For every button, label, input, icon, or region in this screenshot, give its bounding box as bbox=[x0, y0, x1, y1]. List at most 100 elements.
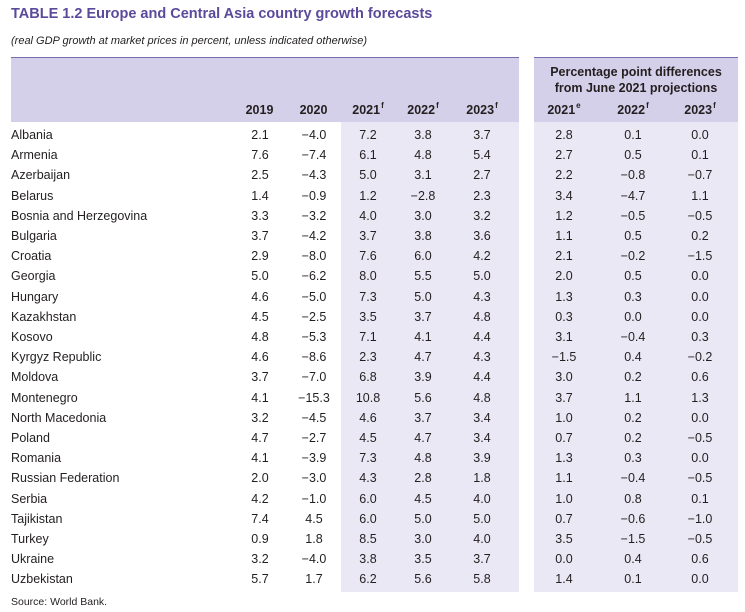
table-cell: 3.7 bbox=[555, 390, 573, 405]
table-cell: 0.2 bbox=[624, 431, 642, 445]
table-cell: 2.1 bbox=[555, 249, 573, 264]
table-title-text: Europe and Central Asia country growth f… bbox=[86, 6, 433, 22]
table-cell: 4.8 bbox=[251, 330, 269, 344]
table-cell: 0.0 bbox=[691, 289, 709, 304]
table-cell: 7.3 bbox=[359, 451, 377, 466]
table-cell: 1.1 bbox=[691, 188, 709, 203]
table-cell: 3.5 bbox=[414, 552, 432, 567]
table-cell: 0.0 bbox=[691, 451, 709, 466]
table-cell: 0.1 bbox=[691, 148, 709, 163]
table-cell: −3.0 bbox=[301, 471, 327, 486]
table-cell: 0.0 bbox=[691, 410, 709, 425]
table-cell: 4.0 bbox=[359, 208, 377, 223]
table-cell: 1.4 bbox=[251, 188, 269, 203]
differences-title: Percentage point differences from June 2… bbox=[540, 64, 732, 96]
table-cell: 4.5 bbox=[251, 309, 269, 324]
table-title: TABLE 1.2 Europe and Central Asia country… bbox=[11, 6, 432, 22]
country-name: Croatia bbox=[11, 249, 52, 264]
column-header: 2022f bbox=[605, 101, 661, 117]
table-cell: −4.7 bbox=[620, 188, 646, 203]
table-cell: 4.6 bbox=[251, 289, 269, 304]
table-cell: 0.1 bbox=[691, 491, 709, 506]
table-cell: 3.2 bbox=[473, 208, 491, 223]
column-header-note-mark: e bbox=[576, 101, 581, 110]
table-row: Kazakhstan 4.5 −2.5 3.5 3.7 4.8 0.3 0.0 0.0 bbox=[0, 307, 745, 327]
table-cell: 3.4 bbox=[473, 431, 491, 445]
table-cell: 3.0 bbox=[555, 370, 573, 385]
table-cell: −7.4 bbox=[301, 148, 327, 163]
table-cell: 7.6 bbox=[359, 249, 377, 264]
table-row: Croatia 2.9 −8.0 7.6 6.0 4.2 2.1 −0.2 −1.5 bbox=[0, 246, 745, 266]
table-cell: −4.5 bbox=[301, 410, 327, 425]
header-rule-main bbox=[11, 57, 519, 58]
table-cell: 0.7 bbox=[555, 511, 573, 526]
table-cell: 0.2 bbox=[624, 370, 642, 385]
column-header: 2021e bbox=[536, 101, 592, 117]
differences-title-line: Percentage point differences bbox=[550, 65, 722, 79]
table-cell: 5.5 bbox=[414, 269, 432, 284]
table-cell: −4.3 bbox=[301, 168, 327, 183]
table-cell: −8.0 bbox=[301, 249, 327, 264]
table-cell: −0.5 bbox=[687, 471, 713, 486]
country-name: Montenegro bbox=[11, 390, 78, 405]
table-cell: 3.8 bbox=[359, 552, 377, 567]
country-name: Kyrgyz Republic bbox=[11, 350, 102, 365]
table-row: Albania 2.1 −4.0 7.2 3.8 3.7 2.8 0.1 0.0 bbox=[0, 125, 745, 145]
table-cell: 4.1 bbox=[251, 451, 269, 466]
table-cell: −8.6 bbox=[301, 350, 327, 365]
table-cell: 3.5 bbox=[555, 532, 573, 546]
table-cell: −1.0 bbox=[687, 511, 713, 526]
table-cell: 4.5 bbox=[414, 491, 432, 506]
table-cell: −0.2 bbox=[620, 249, 646, 264]
column-header-year: 2022 bbox=[407, 103, 436, 117]
table-cell: 3.8 bbox=[414, 229, 432, 243]
table-cell: 5.0 bbox=[473, 511, 491, 526]
table-cell: 1.1 bbox=[624, 390, 642, 405]
country-name: Tajikistan bbox=[11, 511, 63, 526]
column-header-note-mark: f bbox=[381, 101, 384, 110]
table-cell: −15.3 bbox=[298, 390, 330, 405]
column-header: 2023f bbox=[672, 101, 728, 117]
table-cell: 3.8 bbox=[414, 128, 432, 142]
table-cell: −0.9 bbox=[301, 188, 327, 203]
table-cell: −3.2 bbox=[301, 208, 327, 223]
country-name: Belarus bbox=[11, 188, 54, 203]
table-cell: 4.8 bbox=[473, 390, 491, 405]
table-cell: −0.8 bbox=[620, 168, 646, 183]
table-cell: 4.5 bbox=[305, 511, 323, 526]
table-cell: 0.4 bbox=[624, 350, 642, 365]
table-cell: −0.5 bbox=[687, 431, 713, 445]
table-cell: 0.0 bbox=[691, 572, 709, 587]
table-cell: 2.9 bbox=[251, 249, 269, 264]
table-cell: 4.3 bbox=[473, 350, 491, 365]
table-cell: 0.1 bbox=[624, 572, 642, 587]
table-row: Belarus 1.4 −0.9 1.2 −2.8 2.3 3.4 −4.7 1.1 bbox=[0, 186, 745, 206]
header-band-differences bbox=[534, 57, 738, 122]
table-row: Armenia 7.6 −7.4 6.1 4.8 5.4 2.7 0.5 0.1 bbox=[0, 145, 745, 165]
table-cell: −2.5 bbox=[301, 309, 327, 324]
table-cell: 3.7 bbox=[414, 410, 432, 425]
table-cell: 1.2 bbox=[359, 188, 377, 203]
table-cell: 2.3 bbox=[473, 188, 491, 203]
source-note: Source: World Bank. bbox=[11, 596, 108, 608]
table-cell: 6.2 bbox=[359, 572, 377, 587]
table-row: Kosovo 4.8 −5.3 7.1 4.1 4.4 3.1 −0.4 0.3 bbox=[0, 327, 745, 347]
table-cell: 1.1 bbox=[555, 229, 573, 243]
country-name: Georgia bbox=[11, 269, 56, 284]
country-name: Ukraine bbox=[11, 552, 55, 567]
table-cell: 3.5 bbox=[359, 309, 377, 324]
country-name: Serbia bbox=[11, 491, 48, 506]
table-cell: −0.4 bbox=[620, 330, 646, 344]
table-cell: −5.0 bbox=[301, 289, 327, 304]
table-cell: 3.2 bbox=[251, 552, 269, 567]
table-cell: 0.3 bbox=[691, 330, 709, 344]
table-cell: 1.3 bbox=[555, 451, 573, 466]
table-cell: 0.9 bbox=[251, 532, 269, 546]
country-name: Hungary bbox=[11, 289, 59, 304]
table-cell: 5.7 bbox=[251, 572, 269, 587]
table-subtitle: (real GDP growth at market prices in per… bbox=[11, 35, 368, 47]
table-cell: −0.5 bbox=[687, 532, 713, 546]
country-name: Moldova bbox=[11, 370, 59, 385]
table-cell: 5.0 bbox=[473, 269, 491, 284]
country-name: Bosnia and Herzegovina bbox=[11, 208, 148, 223]
